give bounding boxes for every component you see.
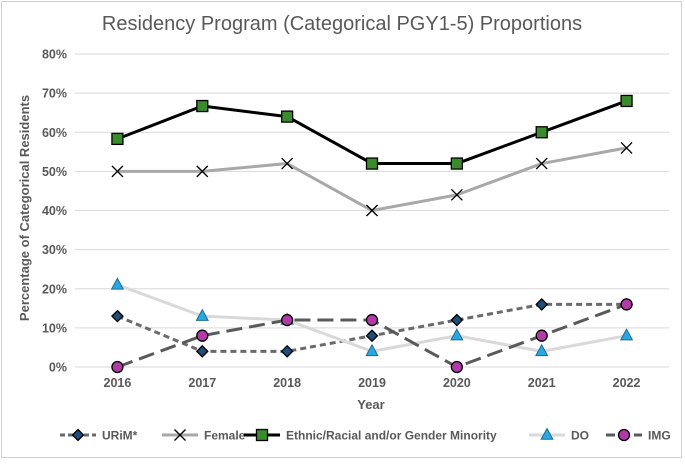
series-img [111, 298, 633, 374]
y-tick-label: 20% [42, 282, 67, 296]
x-axis-ticks: 2016 2017 2018 2019 2020 2021 2022 [104, 376, 641, 390]
y-axis-label: Percentage of Categorical Residents [17, 95, 32, 321]
point-img [196, 329, 209, 342]
series-ethnic-racial-and-or-gender-minority [111, 94, 633, 170]
point-female [535, 157, 548, 170]
y-tick-label: 60% [42, 126, 67, 140]
y-tick-label: 50% [42, 165, 67, 179]
point-do [365, 343, 379, 357]
point-ethnic-racial-and-or-gender-minority [365, 157, 379, 170]
legend-entry-img: IMG [606, 429, 671, 443]
series-line-female [117, 146, 627, 212]
point-female [111, 165, 124, 178]
point-do [110, 277, 125, 290]
point-female [196, 165, 209, 178]
legend-marker-ethnic-racial-and-or-gender-minority [255, 428, 269, 442]
point-ethnic-racial-and-or-gender-minority [111, 132, 124, 146]
series-lines [110, 94, 634, 374]
y-tick-label: 40% [42, 204, 67, 218]
series-urim [111, 297, 633, 358]
point-img [280, 313, 294, 327]
x-tick-label: 2020 [443, 376, 471, 390]
point-do [535, 343, 549, 357]
marker-stroke [620, 141, 633, 154]
point-ethnic-racial-and-or-gender-minority [620, 94, 633, 108]
point-urim [535, 297, 549, 311]
marker-stroke [196, 165, 209, 178]
marker-stroke [281, 157, 294, 170]
point-female [366, 204, 378, 217]
legend-label-img: IMG [648, 429, 671, 443]
x-tick-label: 2021 [528, 376, 556, 390]
point-female [620, 141, 633, 154]
marker-stroke [366, 204, 378, 217]
point-ethnic-racial-and-or-gender-minority [196, 99, 209, 113]
legend-marker-img [617, 428, 631, 442]
marker-stroke [174, 429, 186, 441]
point-female [281, 157, 294, 170]
point-img [111, 360, 124, 374]
point-img [450, 360, 464, 374]
x-tick-label: 2018 [273, 376, 301, 390]
marker-stroke [111, 165, 124, 178]
marker-stroke [535, 157, 548, 170]
x-tick-label: 2017 [188, 376, 216, 390]
x-tick-label: 2022 [613, 376, 641, 390]
legend-label-female: Female [204, 429, 246, 443]
point-img [620, 298, 633, 311]
chart-title: Residency Program (Categorical PGY1-5) P… [102, 13, 582, 35]
point-urim [365, 329, 379, 343]
marker-stroke [450, 188, 463, 201]
y-tick-label: 0% [49, 361, 67, 375]
x-tick-label: 2019 [358, 376, 386, 390]
y-tick-label: 10% [42, 321, 67, 335]
legend-marker-do [540, 427, 554, 440]
legend-marker-female [174, 429, 186, 441]
legend: URiM* Female Ethnic/Racial and/or Gender M… [60, 427, 671, 443]
legend-entry-do: DO [529, 427, 589, 443]
point-img [365, 313, 379, 327]
legend-marker-urim [71, 428, 85, 442]
point-urim [111, 309, 124, 323]
y-tick-label: 70% [42, 87, 67, 101]
legend-label-ethnic-racial-and-or-gender-minority: Ethnic/Racial and/or Gender Minority [286, 429, 497, 443]
y-axis-ticks: 0% 10% 20% 30% 40% 50% 60% 70% 80% [42, 48, 67, 375]
point-urim [280, 344, 294, 358]
point-female [450, 188, 463, 201]
chart-frame: Residency Program (Categorical PGY1-5) P… [1, 1, 682, 458]
legend-entry-female: Female [162, 429, 246, 443]
series-female [111, 141, 633, 217]
legend-entry-ethnic-racial-and-or-gender-minority: Ethnic/Racial and/or Gender Minority [244, 429, 497, 443]
legend-label-urim: URiM* [102, 429, 138, 443]
point-do [450, 328, 464, 341]
x-axis-label: Year [357, 397, 384, 412]
point-img [535, 329, 548, 342]
x-tick-label: 2016 [104, 376, 132, 390]
point-urim [450, 313, 464, 327]
line-chart: Residency Program (Categorical PGY1-5) P… [17, 13, 671, 443]
y-tick-label: 30% [42, 243, 67, 257]
point-do [619, 328, 634, 341]
point-ethnic-racial-and-or-gender-minority [535, 126, 548, 139]
point-ethnic-racial-and-or-gender-minority [450, 157, 464, 170]
point-urim [195, 344, 209, 358]
point-do [195, 308, 209, 321]
point-ethnic-racial-and-or-gender-minority [280, 110, 294, 123]
legend-entry-urim: URiM* [60, 429, 138, 443]
y-tick-label: 80% [42, 48, 67, 62]
legend-label-do: DO [571, 429, 589, 443]
